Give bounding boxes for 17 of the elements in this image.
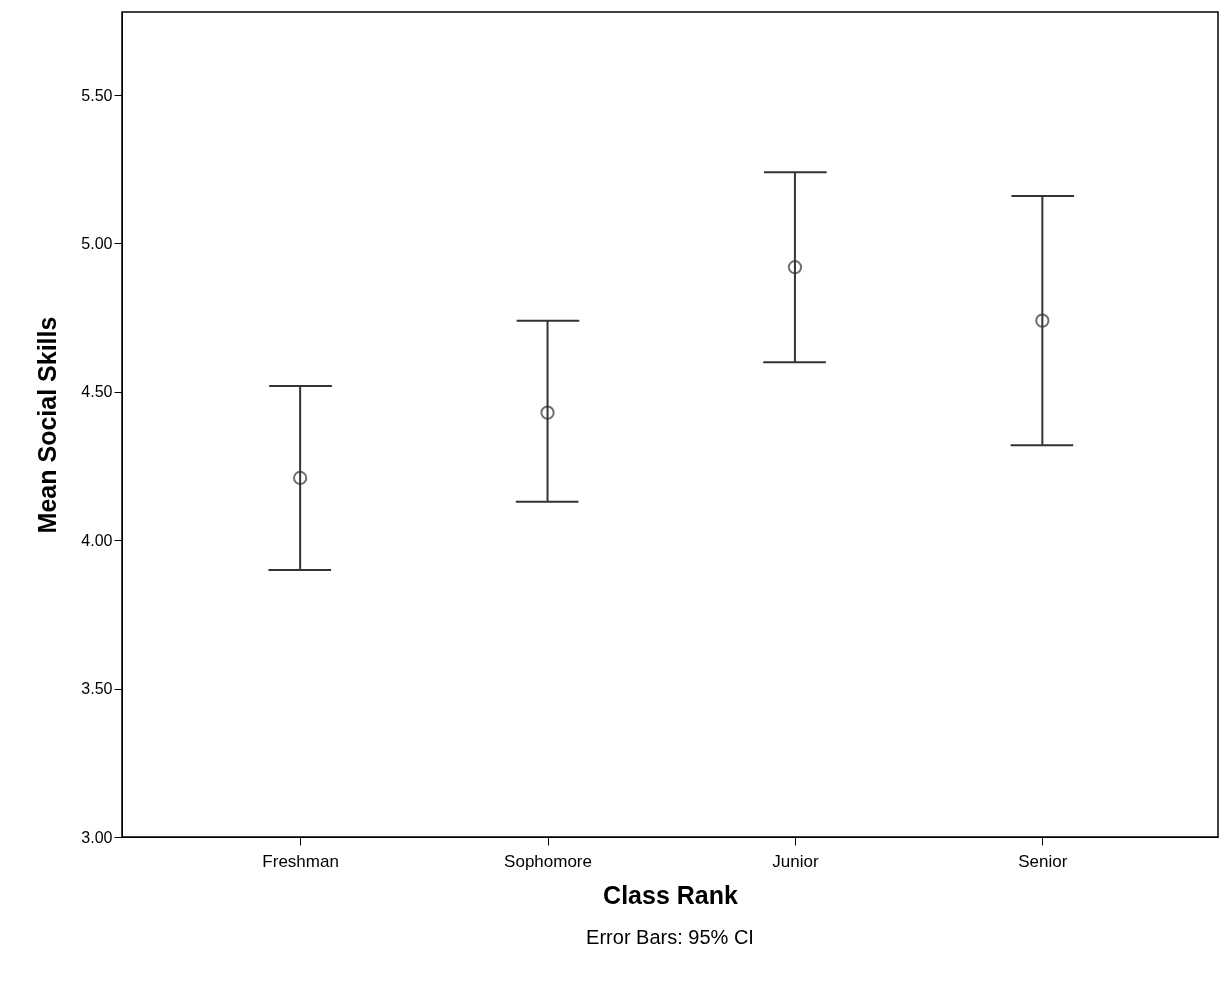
- y-tick-label: 4.00: [81, 531, 113, 549]
- y-axis-title: Mean Social Skills: [33, 316, 62, 534]
- point: [787, 260, 803, 275]
- y-tick-label: 3.00: [81, 828, 113, 846]
- point: [540, 405, 555, 420]
- y-tick-label: 4.50: [81, 383, 113, 401]
- x-tick-label: Freshman: [262, 851, 339, 871]
- y-tick-label: 3.50: [81, 680, 113, 698]
- point: [1035, 313, 1050, 328]
- text: Error Bars: 95% CI: [586, 926, 754, 948]
- y-tick-label: 5.50: [81, 86, 113, 104]
- x-axis-title: Class Rank: [603, 880, 738, 909]
- x-tick-label: Sophomore: [504, 851, 592, 871]
- x-tick-label: Junior: [772, 851, 819, 871]
- x-tick-label: Senior: [1018, 851, 1068, 871]
- y-tick-label: 5.00: [81, 234, 113, 252]
- point: [293, 470, 308, 486]
